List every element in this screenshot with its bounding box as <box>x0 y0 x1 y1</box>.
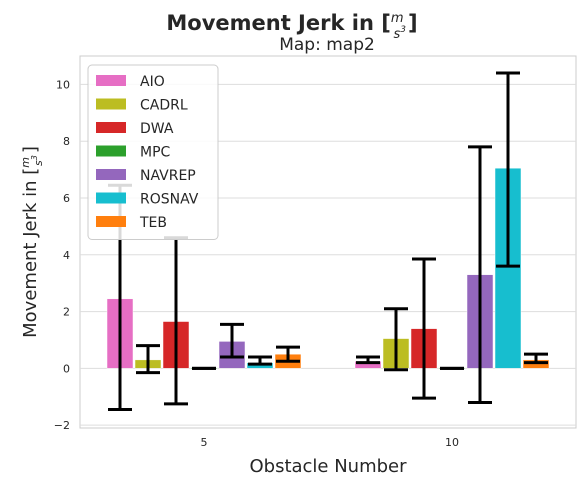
y-tick-label: 8 <box>63 135 70 148</box>
y-tick-label: 2 <box>63 306 70 319</box>
chart-title-bracket: ] <box>408 11 418 35</box>
y-axis-label-unit-den: s <box>32 160 45 166</box>
error-bar-teb-5 <box>276 345 300 363</box>
y-tick-label: 10 <box>56 78 70 91</box>
legend-label-rosnav: ROSNAV <box>140 192 199 208</box>
legend-swatch-cadrl <box>96 98 126 110</box>
legend-label-dwa: DWA <box>140 121 174 137</box>
error-bar-cadrl-10 <box>384 307 408 372</box>
error-bar-rosnav-10 <box>496 71 520 268</box>
y-tick-label: −2 <box>54 419 70 432</box>
legend-swatch-teb <box>96 216 126 227</box>
error-bar-rosnav-5 <box>248 355 272 366</box>
error-bar-navrep-10 <box>468 145 492 404</box>
y-tick-label: 6 <box>63 192 70 205</box>
error-bar-aio-10 <box>356 355 380 365</box>
legend-swatch-dwa <box>96 122 126 133</box>
chart-title-unit-num: m <box>391 11 404 26</box>
legend-swatch-navrep <box>96 169 126 180</box>
x-tick-label: 5 <box>201 436 208 449</box>
chart-title: Movement Jerk in [m s3] <box>166 11 417 42</box>
error-bar-navrep-5 <box>220 322 244 359</box>
chart-title-unit-den: s <box>393 27 400 42</box>
error-bar-cadrl-5 <box>136 344 160 375</box>
y-axis-label-unit-num: m <box>19 157 32 168</box>
y-tick-label: 4 <box>63 249 70 262</box>
y-axis-label-unit-exp: 3 <box>30 155 39 160</box>
legend-label-cadrl: CADRL <box>140 98 188 114</box>
y-axis-label-text: Movement Jerk in [ <box>20 168 41 338</box>
error-bar-dwa-10 <box>412 257 436 400</box>
chart-title-text: Movement Jerk in [ <box>166 11 390 35</box>
legend-swatch-mpc <box>96 145 126 157</box>
y-axis-label: Movement Jerk in [ms3] <box>19 146 45 338</box>
legend: AIO CADRL DWA MPC NAVREP ROSNAV TEB <box>87 64 219 240</box>
y-axis-label-bracket: ] <box>20 146 41 153</box>
legend-label-aio: AIO <box>140 74 165 90</box>
legend-label-mpc: MPC <box>140 145 171 161</box>
x-axis-label: Obstacle Number <box>249 456 407 477</box>
y-tick-label: 0 <box>63 362 70 375</box>
y-tick-labels: −2 0 2 4 6 8 10 <box>54 78 70 432</box>
x-tick-labels: 5 10 <box>201 436 460 449</box>
legend-label-teb: TEB <box>139 215 167 231</box>
legend-swatch-aio <box>96 75 126 86</box>
legend-label-navrep: NAVREP <box>140 168 196 184</box>
chart-title-unit-exp: 3 <box>400 25 406 35</box>
legend-swatch-rosnav <box>96 192 126 204</box>
error-bar-teb-10 <box>524 352 548 365</box>
grid-lines <box>80 83 576 426</box>
x-tick-label: 10 <box>445 436 459 449</box>
chart-subtitle: Map: map2 <box>279 35 375 55</box>
